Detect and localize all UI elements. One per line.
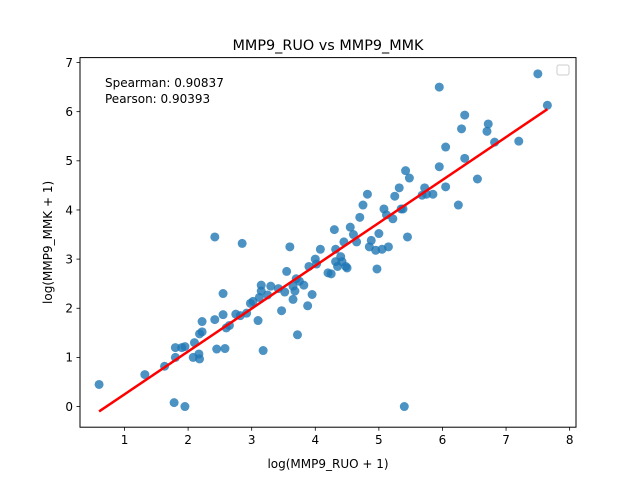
x-axis-label: log(MMP9_RUO + 1) (267, 457, 388, 471)
data-point (303, 301, 313, 311)
data-point (169, 398, 179, 408)
data-point (282, 266, 292, 276)
data-point (441, 182, 451, 192)
data-point (329, 225, 339, 235)
data-point (514, 136, 524, 146)
data-point (355, 212, 365, 222)
x-tick-label: 6 (439, 433, 447, 447)
data-point (140, 370, 150, 380)
data-point (197, 327, 207, 337)
x-axis-ticks: 1 2 3 4 5 6 7 8 (121, 427, 574, 447)
data-point (210, 232, 220, 242)
data-point (434, 82, 444, 92)
data-point (460, 153, 470, 163)
pearson-annotation: Pearson: 0.90393 (105, 92, 210, 106)
data-point (533, 69, 543, 79)
data-point (218, 289, 228, 299)
data-point (237, 238, 247, 248)
data-point (299, 280, 309, 290)
data-point (482, 126, 492, 136)
data-point (285, 242, 295, 252)
data-point (404, 173, 414, 183)
data-point (315, 244, 325, 254)
data-point (277, 306, 287, 316)
y-tick-label: 1 (65, 351, 73, 365)
data-point (290, 286, 300, 296)
data-point (256, 280, 266, 290)
data-point (374, 229, 384, 239)
data-point (197, 317, 207, 327)
data-point (195, 354, 205, 364)
chart-title: MMP9_RUO vs MMP9_MMK (232, 38, 424, 54)
x-tick-label: 8 (566, 433, 574, 447)
data-point (266, 281, 276, 291)
data-point (326, 269, 336, 279)
y-tick-label: 0 (65, 400, 73, 414)
data-point (180, 402, 190, 412)
y-tick-label: 2 (65, 302, 73, 316)
data-point (457, 124, 467, 134)
data-point (483, 119, 493, 129)
data-point (220, 344, 230, 354)
x-tick-label: 4 (311, 433, 319, 447)
x-tick-label: 1 (121, 433, 129, 447)
data-point (402, 232, 412, 242)
data-point (388, 214, 398, 224)
x-tick-label: 2 (184, 433, 192, 447)
regression-line (98, 108, 549, 413)
y-axis-ticks: 0 1 2 3 4 5 6 7 (65, 56, 80, 414)
data-point (258, 346, 268, 356)
x-tick-label: 5 (375, 433, 383, 447)
data-point (253, 316, 263, 326)
spearman-annotation: Spearman: 0.90837 (105, 76, 224, 90)
data-point (358, 200, 368, 210)
data-point (210, 315, 220, 325)
data-point (362, 189, 372, 199)
data-point (94, 379, 104, 389)
data-point (428, 189, 438, 199)
data-point (180, 342, 190, 352)
data-point (342, 263, 352, 273)
data-point (212, 344, 222, 354)
data-point (218, 310, 228, 320)
y-tick-label: 4 (65, 203, 73, 217)
y-tick-label: 7 (65, 56, 73, 70)
data-point (170, 343, 180, 353)
data-point (280, 287, 290, 297)
data-point (394, 183, 404, 193)
axes-frame (79, 57, 577, 428)
data-point (348, 230, 358, 240)
y-axis-label: log(MMP9_MMK + 1) (41, 181, 55, 304)
legend-box (556, 64, 570, 76)
data-point (288, 294, 298, 304)
x-tick-label: 3 (248, 433, 256, 447)
y-tick-label: 5 (65, 154, 73, 168)
data-point (390, 191, 400, 201)
data-point (472, 174, 482, 184)
data-point (345, 222, 355, 232)
fit-line-layer (98, 108, 549, 413)
x-tick-label: 7 (502, 433, 510, 447)
data-point (453, 200, 463, 210)
y-tick-label: 3 (65, 252, 73, 266)
data-point (441, 142, 451, 152)
y-tick-label: 6 (65, 105, 73, 119)
data-point (460, 110, 470, 120)
data-point (434, 162, 444, 172)
data-point (399, 402, 409, 412)
data-point (383, 242, 393, 252)
data-point (542, 100, 552, 110)
data-point (372, 264, 382, 274)
data-point (292, 330, 302, 340)
data-point (401, 166, 411, 176)
data-point (307, 289, 317, 299)
points-layer (94, 69, 552, 412)
data-point (366, 235, 376, 245)
